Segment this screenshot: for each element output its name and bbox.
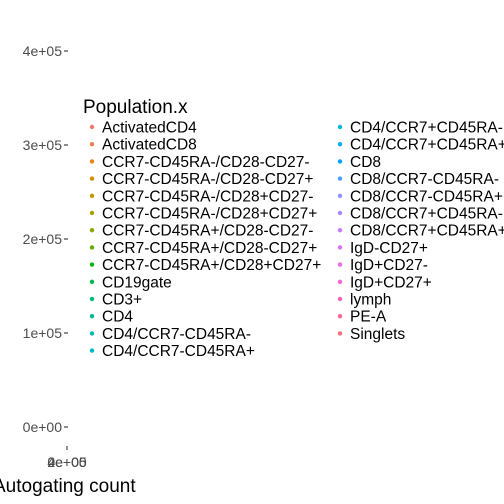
- y-tick-label: 0e+00: [23, 419, 63, 435]
- legend-key: [89, 124, 95, 130]
- legend-key: [337, 279, 343, 284]
- legend-key: [89, 176, 95, 181]
- x-tick-label: 4e+05: [47, 454, 87, 470]
- legend-key: [89, 228, 95, 233]
- legend-key: [89, 331, 95, 336]
- legend-key: [337, 331, 343, 336]
- y-tick-label: 1e+05: [23, 325, 63, 341]
- legend-label: CD4/CCR7+CD45RA-: [350, 120, 503, 137]
- legend-key: [337, 228, 343, 233]
- legend-label: CD4/CCR7-CD45RA+: [102, 343, 255, 360]
- legend-label: CCR7-CD45RA+/CD28-CD27-: [102, 223, 313, 240]
- legend-label: CCR7-CD45RA-/CD28+CD27-: [102, 188, 313, 205]
- legend-label: CD4/CCR7-CD45RA-: [102, 326, 251, 343]
- legend-key: [89, 245, 95, 250]
- legend-label: lymph: [350, 292, 391, 309]
- legend-label: CD8/CCR7-CD45RA-: [350, 171, 499, 188]
- legend-key: [89, 142, 95, 147]
- legend-key: [89, 193, 95, 198]
- legend-title: Population.x: [83, 97, 188, 118]
- legend-label: IgD+CD27+: [350, 274, 432, 291]
- legend-key: [337, 262, 343, 267]
- legend-label: ActivatedCD8: [102, 137, 197, 154]
- legend-key: [89, 314, 95, 319]
- legend-label: IgD+CD27-: [350, 257, 428, 274]
- legend-label: CCR7-CD45RA+/CD28+CD27+: [102, 257, 321, 274]
- legend-label: Singlets: [350, 326, 405, 343]
- legend-label: PE-A: [350, 309, 387, 326]
- y-axis: 0e+00 1e+05 2e+05 3e+05 4e+05: [23, 43, 68, 435]
- legend-key: [337, 245, 343, 250]
- legend: Population.x ActivatedCD4ActivatedCD8CCR…: [83, 97, 504, 360]
- x-axis-title: Autogating count: [0, 476, 136, 497]
- legend-key: [89, 210, 95, 216]
- legend-label: ActivatedCD4: [102, 120, 197, 137]
- legend-label: CCR7-CD45RA-/CD28-CD27+: [102, 171, 313, 188]
- legend-key: [89, 262, 95, 267]
- legend-label: CD8: [350, 154, 381, 171]
- legend-label: CD4: [102, 309, 133, 326]
- legend-key: [337, 142, 343, 147]
- x-tick-label: 0e+00: [47, 454, 87, 470]
- x-tick-label: 2e+05: [47, 454, 87, 470]
- legend-label: CD3+: [102, 292, 142, 309]
- legend-label: CD8/CCR7+CD45RA-: [350, 206, 503, 223]
- y-tick-label: 3e+05: [23, 137, 63, 153]
- legend-key: [89, 348, 95, 353]
- legend-key: [337, 314, 343, 319]
- legend-label: CCR7-CD45RA-/CD28+CD27+: [102, 206, 317, 223]
- legend-key: [337, 210, 343, 216]
- legend-key: [337, 124, 343, 130]
- y-tick-label: 4e+05: [23, 43, 63, 59]
- legend-label: CCR7-CD45RA-/CD28-CD27-: [102, 154, 310, 171]
- legend-label: CD8/CCR7-CD45RA+: [350, 188, 503, 205]
- legend-label: CD4/CCR7+CD45RA+: [350, 137, 504, 154]
- legend-key: [337, 193, 343, 198]
- legend-key: [89, 159, 95, 164]
- legend-key: [337, 176, 343, 181]
- legend-key: [89, 279, 95, 284]
- legend-label: CD8/CCR7+CD45RA+: [350, 223, 504, 240]
- legend-label: CD19gate: [102, 274, 172, 291]
- legend-label: IgD-CD27+: [350, 240, 428, 257]
- y-tick-label: 2e+05: [23, 231, 63, 247]
- legend-key: [89, 296, 95, 302]
- legend-label: CCR7-CD45RA+/CD28-CD27+: [102, 240, 317, 257]
- legend-key: [337, 296, 343, 302]
- legend-key: [337, 159, 343, 164]
